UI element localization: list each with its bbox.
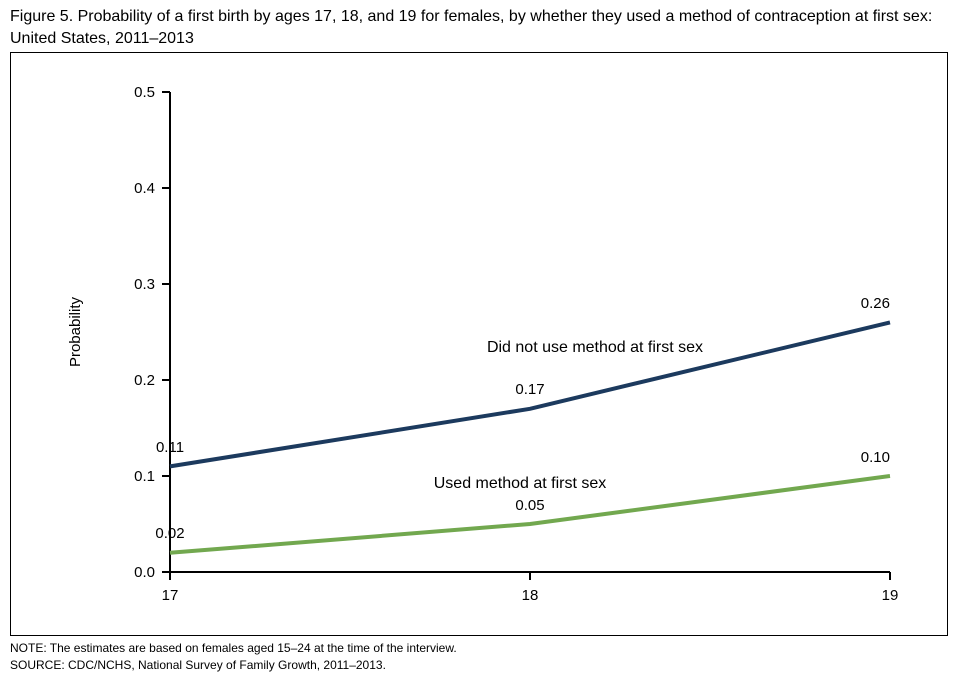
chart-plot: 0.0 0.1 0.2 0.3 0.4 0.5 17 18 19 [10, 52, 948, 636]
footnote-source: SOURCE: CDC/NCHS, National Survey of Fam… [10, 657, 457, 674]
figure-container: Figure 5. Probability of a first birth b… [0, 0, 960, 684]
y-tick-label: 0.5 [134, 84, 155, 101]
series-did-not-use: 0.11 0.17 0.26 Did not use method at fir… [156, 295, 890, 466]
y-tick-label: 0.0 [134, 564, 155, 581]
data-label: 0.02 [155, 525, 184, 542]
data-label: 0.05 [515, 497, 544, 514]
series-label-did-not-use: Did not use method at first sex [487, 339, 703, 356]
x-ticks: 17 18 19 [162, 572, 899, 604]
series-label-used-method: Used method at first sex [434, 475, 607, 492]
x-tick-label: 19 [882, 587, 899, 604]
data-label: 0.17 [515, 381, 544, 398]
figure-footnotes: NOTE: The estimates are based on females… [10, 640, 457, 674]
data-label: 0.10 [861, 449, 890, 466]
series-used-method: 0.02 0.05 0.10 Used method at first sex [155, 449, 890, 553]
data-label: 0.11 [156, 439, 184, 456]
y-axis-label: Probability [67, 296, 84, 367]
x-tick-label: 17 [162, 587, 179, 604]
y-tick-label: 0.4 [134, 180, 155, 197]
y-tick-label: 0.3 [134, 276, 155, 293]
data-label: 0.26 [861, 295, 890, 312]
footnote-note: NOTE: The estimates are based on females… [10, 640, 457, 657]
y-tick-label: 0.2 [134, 372, 155, 389]
y-tick-label: 0.1 [134, 468, 155, 485]
figure-title: Figure 5. Probability of a first birth b… [10, 6, 950, 49]
y-ticks: 0.0 0.1 0.2 0.3 0.4 0.5 [134, 84, 170, 581]
x-tick-label: 18 [522, 587, 539, 604]
